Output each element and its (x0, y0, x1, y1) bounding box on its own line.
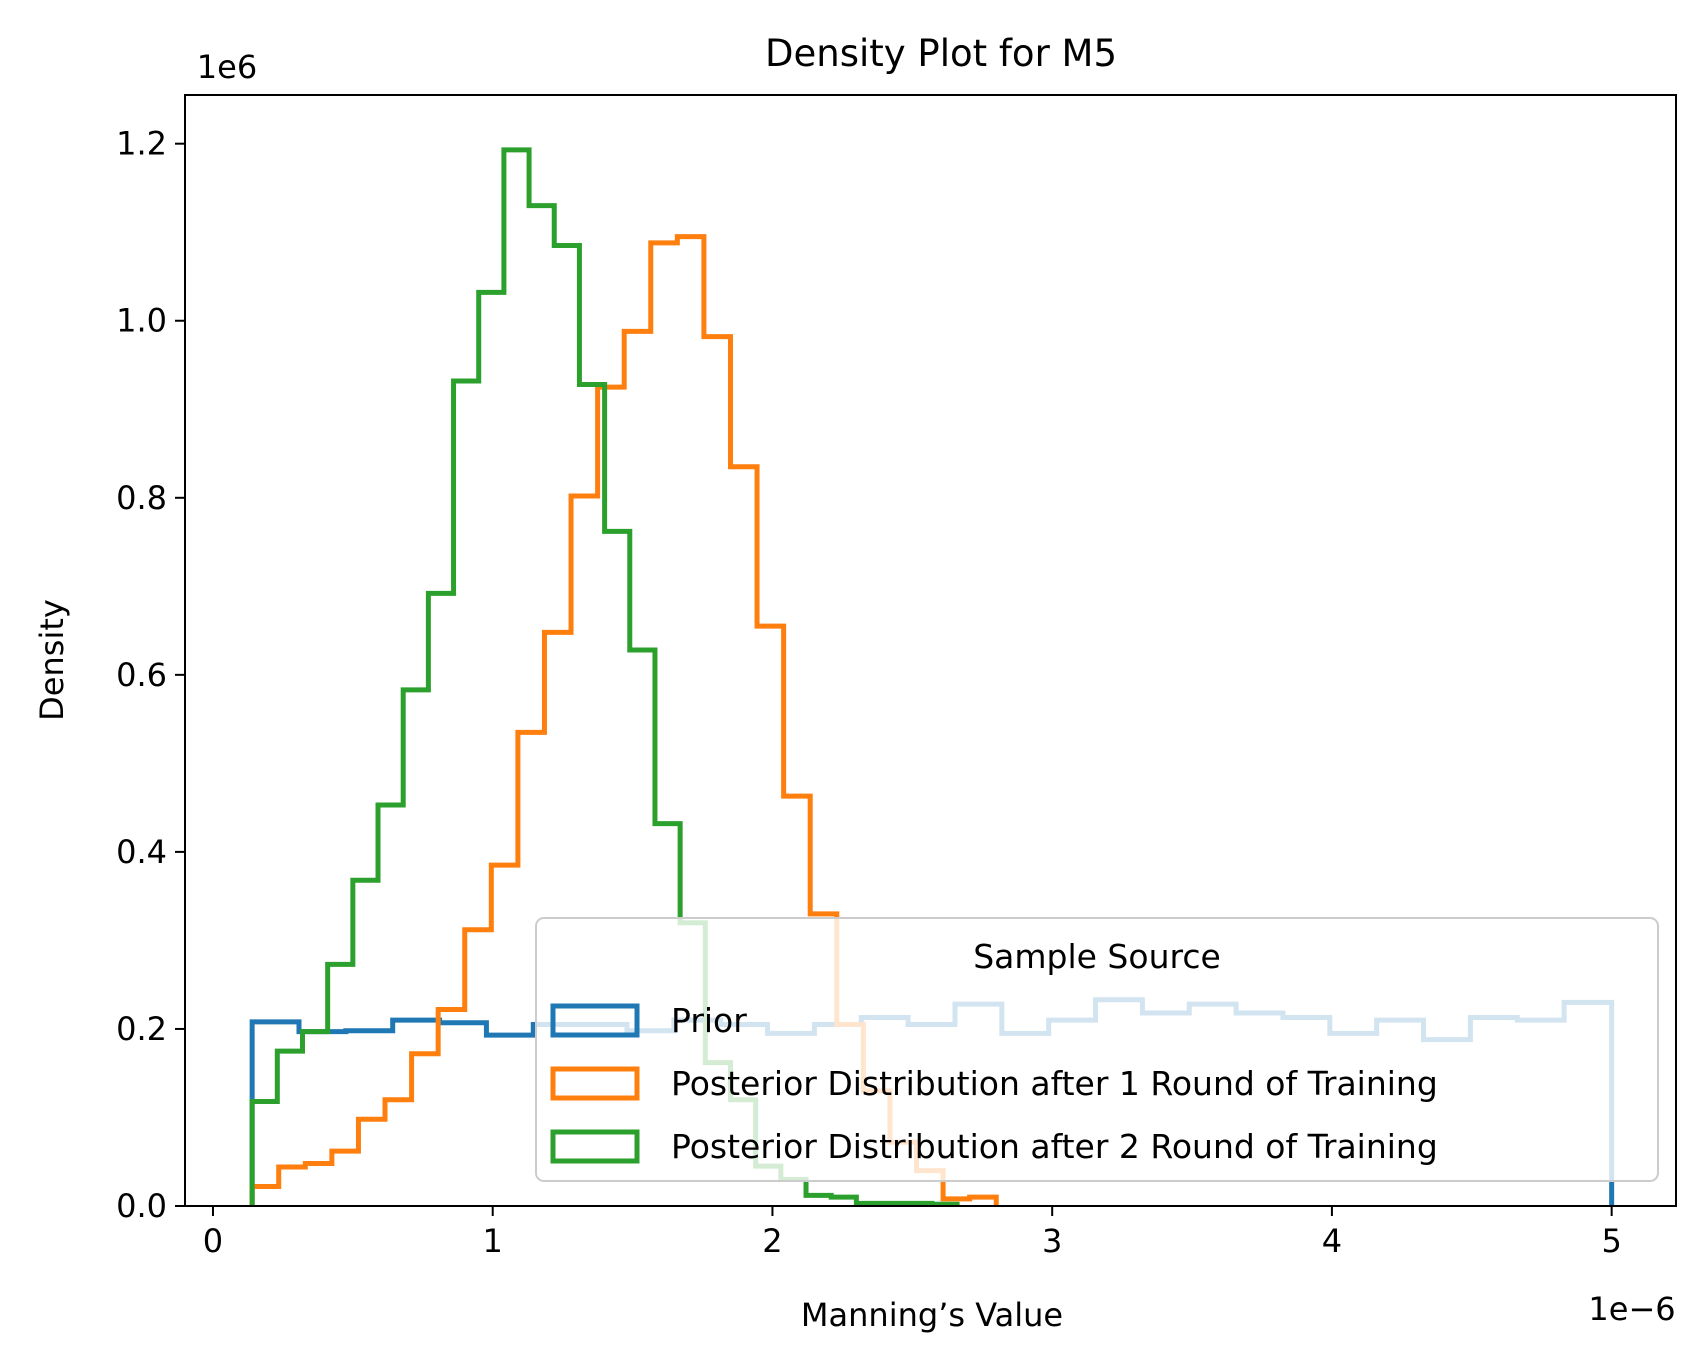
y-tick-label: 0.4 (116, 833, 167, 871)
y-tick-label: 0.0 (116, 1187, 167, 1225)
legend-label-1: Prior (671, 1001, 747, 1040)
legend-label-2: Posterior Distribution after 1 Round of … (671, 1064, 1438, 1103)
x-tick-label: 2 (762, 1222, 782, 1260)
axes-frame (184, 94, 1677, 1207)
axes-layer: 0 1 2 3 4 5 0.0 0.2 0.4 0.6 0.8 1.0 1.2 (116, 94, 1677, 1260)
y-offset-text: 1e6 (197, 48, 257, 86)
x-tick-label: 1 (483, 1222, 503, 1260)
y-tick-label: 1.2 (116, 125, 167, 163)
y-axis-label: Density (33, 599, 71, 721)
x-offset-text: 1e−6 (1588, 1290, 1675, 1328)
legend: Sample Source Prior Posterior Distributio… (535, 917, 1659, 1182)
legend-swatch-1 (550, 1003, 640, 1038)
series-line-3 (249, 147, 960, 1207)
y-tick-label: 0.2 (116, 1010, 167, 1048)
y-tick-label: 0.6 (116, 656, 167, 694)
y-tick-label: 1.0 (116, 302, 167, 340)
plot-area: 0 1 2 3 4 5 0.0 0.2 0.4 0.6 0.8 1.0 1.2 (116, 94, 1677, 1260)
legend-swatch-3 (550, 1129, 640, 1164)
x-tick-label: 4 (1322, 1222, 1342, 1260)
y-tick-label: 0.8 (116, 479, 167, 517)
legend-entries: Prior Posterior Distribution after 1 Roun… (550, 1001, 1438, 1166)
x-tick-label: 5 (1601, 1222, 1621, 1260)
x-tick-label: 3 (1042, 1222, 1062, 1260)
legend-title: Sample Source (973, 937, 1221, 976)
x-tick-label: 0 (203, 1222, 223, 1260)
legend-box (535, 917, 1659, 1182)
x-axis-label: Manning’s Value (801, 1296, 1063, 1334)
legend-swatch-2 (550, 1066, 640, 1101)
legend-label-3: Posterior Distribution after 2 Round of … (671, 1127, 1438, 1166)
chart-title: Density Plot for M5 (765, 32, 1117, 75)
